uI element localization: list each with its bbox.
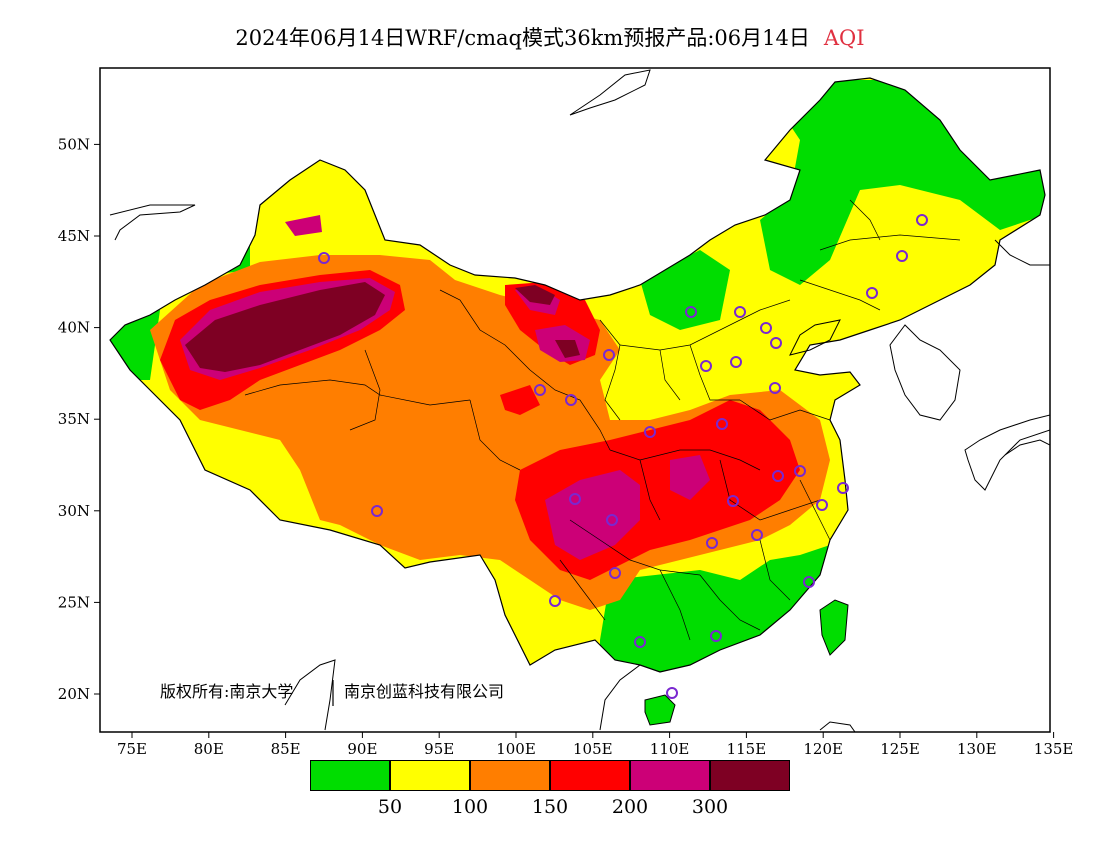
legend-swatch [390,760,470,791]
lon-tick-label: 100E [496,740,536,758]
lat-tick-label: 30N [58,502,90,520]
legend-swatch [310,760,390,791]
coastlines-neighbours [109,69,1050,732]
lon-tick-label: 130E [957,740,997,758]
lon-tick-label: 95E [424,740,454,758]
lon-tick-label: 90E [347,740,377,758]
longitude-axis: 75E 80E 85E 90E 95E 100E 105E 110E 115E 120E 125E 1… [117,732,1073,758]
lon-tick-label: 85E [271,740,301,758]
lat-tick-label: 25N [58,593,90,611]
region-very-unhealthy-hubei [670,455,710,500]
lon-tick-label: 115E [727,740,767,758]
legend-swatch [550,760,630,791]
legend-label: 50 [377,796,403,818]
lon-tick-label: 105E [573,740,613,758]
lat-tick-label: 35N [58,410,90,428]
legend-swatch [710,760,790,791]
lon-tick-label: 135E [1034,740,1074,758]
legend-label: 100 [451,796,489,818]
copyright-right: 南京创蓝科技有限公司 [344,682,504,701]
map-title: 2024年06月14日WRF/cmaq模式36km预报产品:06月14日 AQI [0,22,1100,52]
lon-tick-label: 75E [117,740,147,758]
legend-label: 300 [691,796,729,818]
legend-swatch [630,760,710,791]
lon-tick-label: 80E [194,740,224,758]
lat-tick-label: 40N [58,319,90,337]
title-text: 2024年06月14日WRF/cmaq模式36km预报产品:06月14日 [235,26,810,50]
region-hazardous-taklamakan [185,282,385,372]
lon-tick-label: 120E [803,740,843,758]
region-hazardous-gansu [515,285,555,305]
region-very-unhealthy-sichuan [545,470,640,560]
lat-tick-label: 50N [58,135,90,153]
city-markers [318,214,928,699]
title-variable: AQI [823,26,865,50]
aqi-legend [310,760,790,792]
province-boundaries [244,199,961,641]
lon-tick-label: 110E [650,740,690,758]
lat-tick-label: 20N [58,685,90,703]
region-very-unhealthy-xj-north [285,215,322,236]
lat-tick-label: 45N [58,227,90,245]
region-unhealthy-tibet [500,385,540,415]
region-hazardous-ningxia [555,340,580,358]
legend-label: 200 [611,796,649,818]
legend-swatch [470,760,550,791]
legend-label: 150 [531,796,569,818]
lon-tick-label: 125E [880,740,920,758]
latitude-axis: 20N 25N 30N 35N 40N 45N 50N [58,135,100,703]
copyright-left: 版权所有:南京大学 [160,682,293,701]
